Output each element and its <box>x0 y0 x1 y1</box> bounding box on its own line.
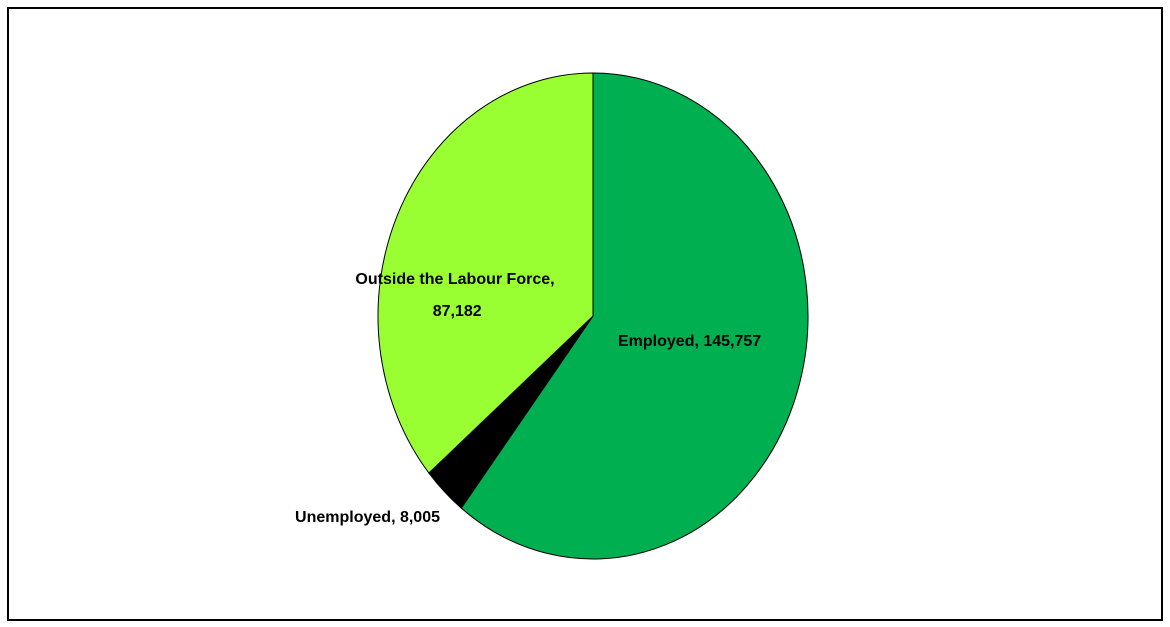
pie-slice <box>377 72 594 474</box>
data-label: Employed, 145,757 <box>618 333 761 350</box>
pie-slice <box>460 72 809 560</box>
data-label-line: 87,182 <box>428 303 481 320</box>
data-label: Outside the Labour Force, 87,182 <box>355 271 554 320</box>
data-label-line: Outside the Labour Force, <box>355 271 554 288</box>
data-label: Unemployed, 8,005 <box>295 509 440 526</box>
